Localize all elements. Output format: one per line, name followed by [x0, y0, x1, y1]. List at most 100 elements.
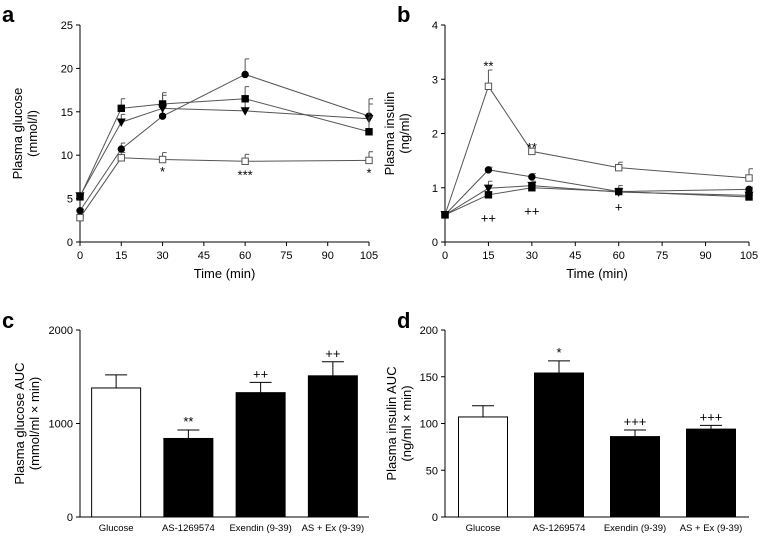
y-axis-title-line: Plasma glucose AUC: [12, 362, 27, 484]
y-axis-title: Plasma insulin AUC(ng/ml × min): [384, 366, 414, 480]
data-point: [240, 107, 250, 116]
y-tick-label: 1000: [49, 419, 73, 431]
significance-label: +: [615, 200, 623, 215]
y-axis-title-line: Plasma insulin: [382, 92, 397, 176]
data-point: [484, 82, 493, 91]
y-tick-label: 0: [432, 237, 438, 249]
panel-letter: d: [397, 308, 410, 333]
y-axis-title: Plasma glucose AUC(mmol/ml × min): [12, 362, 42, 484]
data-point: [528, 184, 536, 192]
data-point: [158, 100, 167, 108]
significance-label: ++: [524, 204, 539, 219]
bar-group: AS-1269574 *: [533, 345, 586, 534]
y-axis-title: Plasma insulin(ng/ml): [382, 92, 412, 176]
series-as-1269574: [76, 151, 373, 222]
panel-b: b 0 1 2 3 4 Plasma insulin(ng/ml) 0 15 30 45 60 75 90…: [382, 2, 758, 281]
bar: [458, 416, 508, 518]
data-point: [483, 184, 493, 194]
x-tick-label: 105: [360, 250, 378, 262]
panel-d: d 0 50 100 150 200 Plasma insulin AUC(ng/ml × …: [384, 308, 749, 534]
y-tick-label: 25: [61, 20, 73, 32]
x-tick-label: 90: [322, 250, 334, 262]
significance-label: +++: [624, 414, 647, 429]
bar: [610, 436, 660, 518]
y-axis-title-line: Plasma glucose: [10, 88, 25, 180]
x-tick-label: AS-1269574: [533, 523, 586, 534]
x-axis-title: Time (min): [194, 266, 256, 281]
y-axis-title-line: (mmol/l): [25, 110, 40, 157]
significance-label: ++: [253, 366, 268, 381]
y-tick-label: 0: [67, 512, 73, 524]
x-tick-label: Exendin (9-39): [229, 523, 291, 534]
bar-group: Exendin (9-39) +++: [604, 414, 666, 534]
significance-label: **: [527, 140, 537, 155]
panel-letter: c: [2, 308, 14, 333]
x-tick-label: 60: [239, 250, 251, 262]
bar: [91, 387, 142, 518]
x-tick-label: 75: [656, 250, 668, 262]
data-point: [76, 213, 84, 222]
x-tick-label: 30: [156, 250, 168, 262]
significance-label: *: [160, 164, 165, 179]
series-glucose: [76, 58, 373, 215]
data-point: [441, 211, 449, 219]
x-axis-title: Time (min): [566, 266, 628, 281]
y-tick-label: 20: [61, 63, 73, 75]
y-tick-label: 10: [61, 150, 73, 162]
data-point: [745, 174, 753, 182]
x-tick-label: 105: [740, 250, 758, 262]
y-axis-title-line: (ng/ml × min): [399, 385, 414, 461]
data-point: [615, 163, 623, 172]
data-point: [76, 207, 84, 215]
x-tick-label: 45: [198, 250, 210, 262]
x-tick-label: Glucose: [99, 523, 134, 534]
data-point: [365, 128, 373, 136]
significance-label: *: [556, 345, 561, 360]
series-as-ex-9-39-: [441, 184, 753, 219]
bar-group: Exendin (9-39) ++: [229, 366, 291, 534]
y-tick-label: 200: [420, 325, 438, 337]
x-tick-label: 75: [280, 250, 292, 262]
significance-label: **: [483, 59, 493, 74]
data-point: [241, 157, 249, 165]
bar: [534, 372, 584, 518]
data-point: [528, 173, 536, 181]
x-tick-label: 30: [526, 250, 538, 262]
x-tick-label: AS-1269574: [162, 523, 215, 534]
data-point: [117, 145, 125, 153]
data-point: [158, 155, 167, 164]
data-point: [745, 185, 753, 194]
bar: [686, 428, 736, 518]
x-tick-label: 90: [699, 250, 711, 262]
bar: [307, 375, 358, 518]
x-tick-label: AS + Ex (9-39): [680, 523, 743, 534]
y-tick-label: 4: [432, 20, 438, 32]
panel-a: a 0 5 10 15 20 25 Plasma glucose(mmol/l) 0 15 30 45…: [2, 2, 378, 281]
data-point: [365, 156, 373, 165]
y-tick-label: 100: [420, 419, 438, 431]
data-point: [484, 191, 493, 199]
significance-label: ++: [325, 346, 340, 361]
data-point: [484, 166, 493, 174]
x-tick-label: Exendin (9-39): [604, 523, 666, 534]
y-tick-label: 0: [432, 512, 438, 524]
y-axis-title: Plasma glucose(mmol/l): [10, 88, 40, 180]
x-tick-label: 0: [442, 250, 448, 262]
x-tick-label: 15: [482, 250, 494, 262]
bar: [235, 392, 286, 518]
y-tick-label: 5: [67, 194, 73, 206]
y-tick-label: 2: [432, 129, 438, 141]
series-line: [79, 157, 370, 218]
x-tick-label: 15: [115, 250, 127, 262]
panel-letter: a: [2, 2, 15, 27]
data-point: [76, 193, 84, 201]
series-as-ex-9-39-: [76, 86, 373, 201]
data-point: [528, 147, 536, 156]
panel-letter: b: [397, 2, 410, 27]
data-point: [745, 193, 753, 201]
bar-group: AS-1269574 **: [162, 414, 215, 534]
y-tick-label: 3: [432, 74, 438, 86]
data-point: [116, 118, 126, 127]
y-tick-label: 1: [432, 183, 438, 195]
